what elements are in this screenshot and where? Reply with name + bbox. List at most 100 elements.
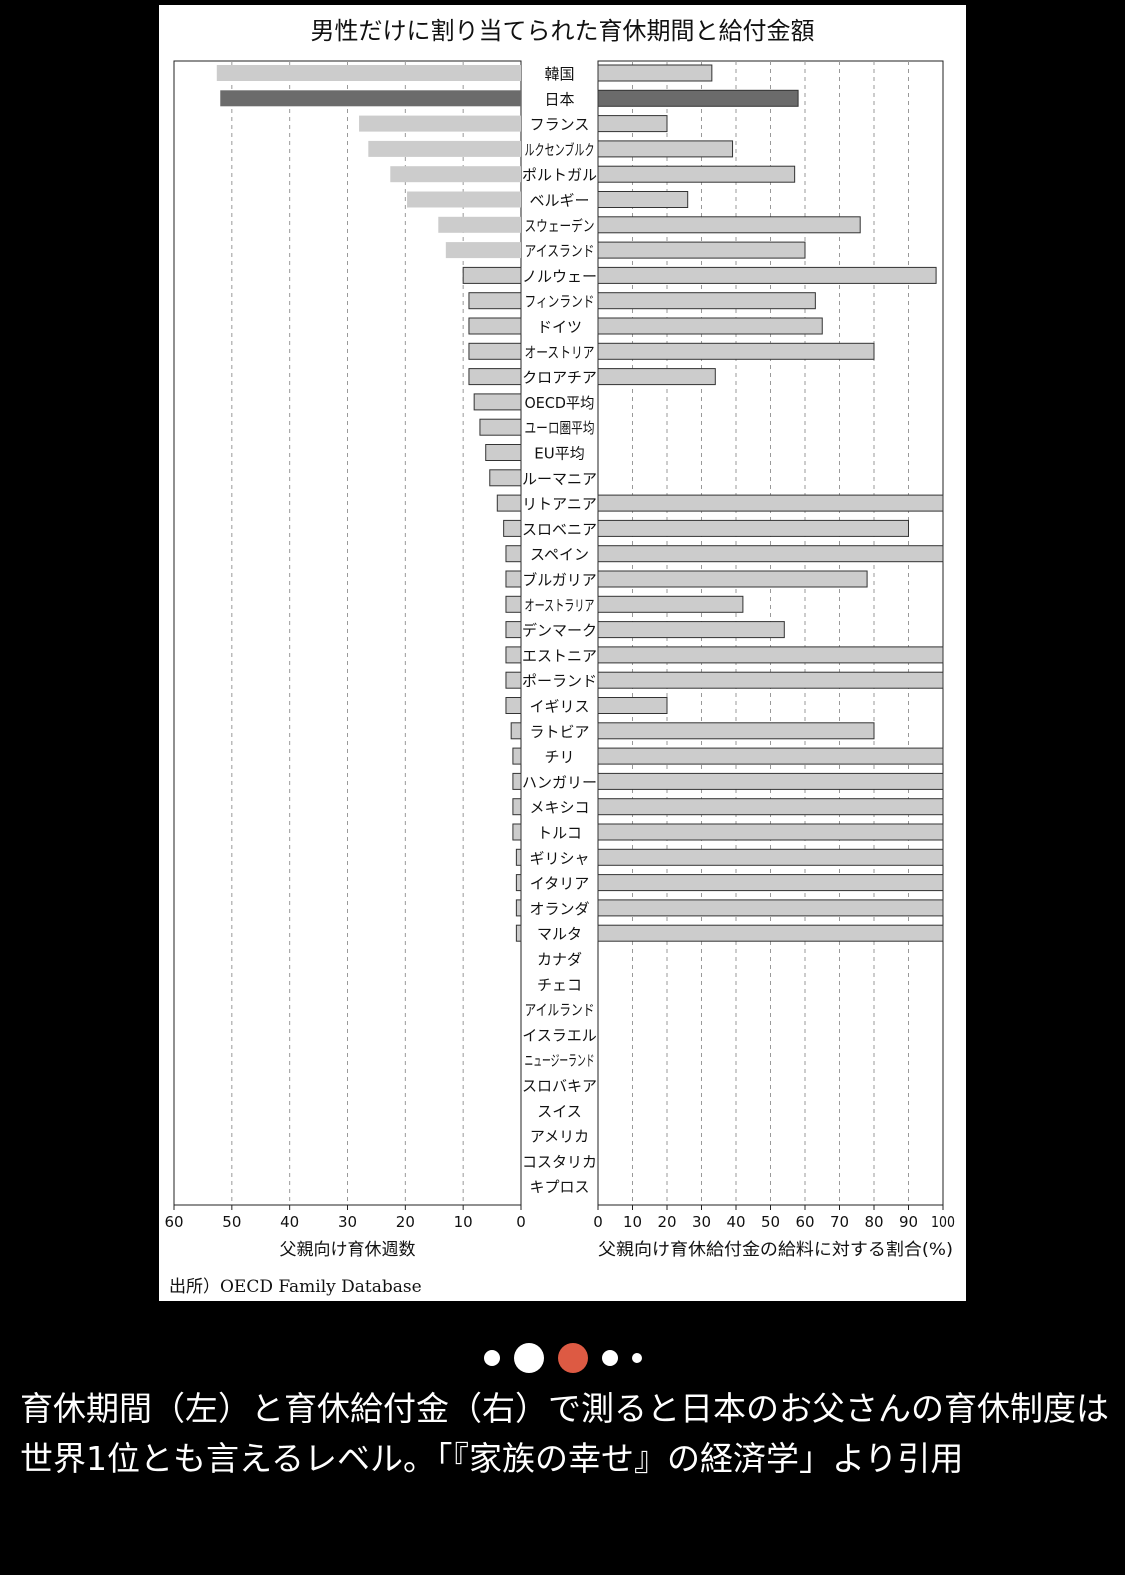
bar-right	[597, 216, 861, 234]
bar-left	[359, 115, 521, 132]
category-label: 韓国	[544, 65, 574, 83]
bar-left	[505, 671, 522, 689]
bar-left	[479, 418, 522, 436]
tick-label: 50	[761, 1213, 780, 1231]
category-label: 日本	[544, 90, 574, 108]
category-label: スロバキア	[522, 1077, 597, 1095]
bar-right	[597, 621, 785, 639]
bar-right	[597, 848, 944, 866]
category-label: イタリア	[530, 875, 589, 893]
bar-left	[505, 570, 522, 588]
bar-right	[597, 772, 944, 790]
tick-label: 10	[454, 1213, 473, 1231]
bar-left	[515, 899, 522, 917]
bar-left	[445, 242, 521, 259]
carousel-pager	[0, 1340, 1125, 1376]
tick-label: 30	[692, 1213, 711, 1231]
bar-right	[597, 317, 823, 335]
bar-right	[597, 368, 716, 386]
category-label: スロベニア	[522, 520, 597, 538]
tick-label: 20	[657, 1213, 676, 1231]
bar-right	[597, 697, 668, 714]
bar-left	[473, 393, 522, 411]
bar-left	[515, 848, 522, 866]
category-label: イギリス	[529, 698, 589, 716]
bar-right	[597, 292, 816, 310]
bar-right	[597, 191, 689, 208]
bar-left	[390, 166, 521, 183]
category-label: チェコ	[537, 976, 582, 994]
bar-left	[512, 823, 522, 841]
pager-dot[interactable]	[483, 1350, 500, 1366]
pager-dot[interactable]	[631, 1353, 642, 1363]
pager-dot[interactable]	[601, 1350, 618, 1366]
category-label: EU平均	[534, 445, 584, 463]
bar-right	[597, 165, 796, 183]
tick-label: 80	[864, 1213, 883, 1231]
bar-right	[597, 671, 944, 689]
tick-label: 40	[280, 1213, 299, 1231]
tick-label: 60	[164, 1213, 183, 1231]
source-note: 出所）OECD Family Database	[169, 1277, 422, 1297]
bar-right	[597, 64, 713, 82]
category-label: スペイン	[530, 546, 589, 564]
category-label: ルーマニア	[522, 470, 597, 488]
category-label: メキシコ	[529, 799, 589, 817]
bar-right	[597, 595, 744, 613]
category-label: OECD平均	[525, 394, 595, 412]
category-label: コスタリカ	[522, 1153, 597, 1171]
category-label: デンマーク	[522, 622, 597, 640]
category-label: ノルウェー	[522, 267, 597, 285]
bar-left	[216, 65, 521, 81]
left-axis-label: 父親向け育休週数	[280, 1240, 416, 1260]
category-label: スウェーデン	[525, 217, 595, 235]
bar-right	[597, 874, 944, 892]
tick-label: 40	[726, 1213, 745, 1231]
bar-right	[597, 747, 944, 765]
bar-right	[597, 89, 799, 107]
bar-left	[505, 646, 522, 664]
category-label: イスラエル	[522, 1026, 597, 1044]
pager-dot-active[interactable]	[557, 1343, 588, 1373]
tick-label: 60	[795, 1213, 814, 1231]
right-axis-label: 父親向け育休給付金の給料に対する割合(%)	[598, 1240, 953, 1260]
bar-right	[597, 646, 944, 664]
bar-right	[597, 545, 944, 563]
tick-label: 20	[396, 1213, 415, 1231]
bar-left	[468, 292, 522, 310]
bar-left	[512, 798, 522, 816]
category-label: ラトビア	[529, 723, 589, 741]
image-caption: 育休期間（左）と育休給付金（右）で測ると日本のお父さんの育休制度は世界1位とも言…	[20, 1389, 1109, 1478]
category-label: キプロス	[529, 1178, 589, 1196]
category-label: オランダ	[529, 900, 589, 918]
category-label: ハンガリー	[522, 773, 597, 791]
tick-label: 0	[593, 1213, 603, 1231]
bar-left	[462, 266, 522, 284]
bar-right	[597, 494, 944, 512]
category-label: オーストラリア	[525, 596, 595, 614]
bar-left	[485, 444, 522, 461]
bar-right	[597, 342, 875, 360]
bar-left	[503, 519, 522, 537]
bar-left	[505, 595, 522, 613]
category-label: エストニア	[522, 647, 597, 665]
tick-label: 90	[899, 1213, 918, 1231]
bar-right	[597, 823, 944, 841]
bar-left	[489, 469, 522, 487]
category-label: クロアチア	[522, 369, 597, 387]
bar-right	[597, 570, 868, 588]
category-label: マルタ	[537, 925, 582, 943]
chart-figure: 韓国 日本 フランス ルクセンブルク ポルトガル ベルギー スウェーデン アイスランド ノルウェ…	[159, 5, 966, 1301]
bar-left	[496, 494, 522, 512]
category-label: スイス	[537, 1102, 582, 1120]
tick-label: 50	[222, 1213, 241, 1231]
category-label: フィンランド	[525, 293, 595, 311]
category-label: ポーランド	[522, 672, 597, 690]
bar-left	[515, 874, 522, 892]
pager-dot[interactable]	[513, 1343, 544, 1373]
category-label: ルクセンブルク	[525, 141, 595, 159]
category-label: トルコ	[537, 824, 582, 842]
category-label: フランス	[530, 116, 590, 134]
category-label: ユーロ圏平均	[525, 419, 595, 437]
category-label: リトアニア	[522, 495, 597, 513]
